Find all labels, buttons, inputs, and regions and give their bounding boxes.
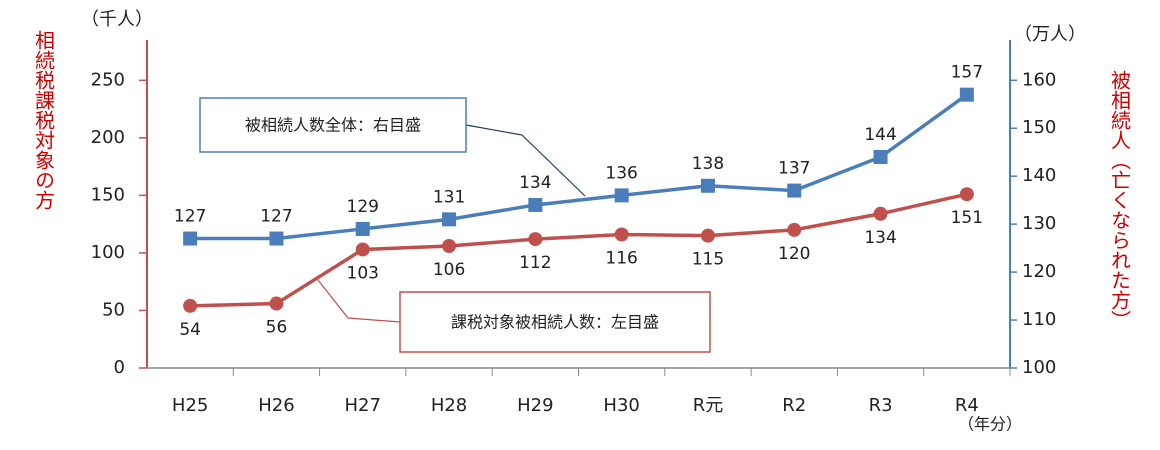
x-tick-label: H30 bbox=[603, 395, 639, 416]
x-tick-label: R3 bbox=[869, 395, 893, 416]
data-label: 103 bbox=[347, 263, 379, 283]
x-tick-label: R4 bbox=[955, 395, 979, 416]
marker bbox=[959, 187, 974, 202]
legend-label: 被相続人数全体：右目盛 bbox=[245, 116, 421, 135]
x-tick-label: H29 bbox=[517, 395, 553, 416]
data-label: 116 bbox=[605, 248, 637, 268]
y-tick-label: 250 bbox=[91, 69, 125, 90]
marker bbox=[183, 298, 198, 313]
marker bbox=[700, 228, 715, 243]
y2-tick-label: 110 bbox=[1022, 309, 1056, 330]
x-tick-label: H26 bbox=[258, 395, 294, 416]
y2-tick-label: 160 bbox=[1022, 69, 1056, 90]
marker bbox=[355, 242, 370, 257]
data-label: 134 bbox=[519, 173, 551, 193]
data-label: 131 bbox=[433, 187, 465, 207]
x-tick-label: H28 bbox=[431, 395, 467, 416]
marker bbox=[787, 222, 802, 237]
data-label: 157 bbox=[951, 63, 983, 83]
marker bbox=[700, 178, 715, 193]
data-label: 134 bbox=[864, 228, 896, 248]
y2-axis-label: 被相続人（亡くなられた方） bbox=[1108, 70, 1132, 330]
marker bbox=[873, 150, 888, 165]
y-tick-label: 200 bbox=[91, 127, 125, 148]
marker bbox=[873, 206, 888, 221]
y-tick-label: 100 bbox=[91, 242, 125, 263]
y2-tick-label: 130 bbox=[1022, 213, 1056, 234]
legend-label: 課税対象被相続人数：左目盛 bbox=[451, 313, 659, 332]
data-label: 129 bbox=[347, 197, 379, 217]
y2-tick-label: 120 bbox=[1022, 261, 1056, 282]
marker bbox=[528, 232, 543, 247]
legend-box bbox=[199, 97, 467, 153]
data-label: 127 bbox=[174, 207, 206, 227]
data-label: 127 bbox=[260, 207, 292, 227]
leader-line bbox=[465, 124, 586, 197]
data-label: 106 bbox=[433, 260, 465, 280]
data-label: 136 bbox=[605, 163, 637, 183]
x-tick-label: R元 bbox=[693, 395, 724, 416]
x-axis-label: （年分） bbox=[958, 415, 1022, 434]
y-unit: （千人） bbox=[81, 9, 153, 30]
data-label: 56 bbox=[266, 318, 288, 338]
data-label: 144 bbox=[864, 125, 896, 145]
y2-unit: （万人） bbox=[1014, 24, 1086, 45]
marker bbox=[269, 296, 284, 311]
data-label: 112 bbox=[519, 253, 551, 273]
data-label: 138 bbox=[692, 154, 724, 174]
y2-tick-label: 140 bbox=[1022, 165, 1056, 186]
leader-line bbox=[317, 279, 401, 323]
marker bbox=[787, 183, 802, 198]
x-tick-label: H25 bbox=[172, 395, 208, 416]
series-line bbox=[190, 93, 968, 241]
legend-box bbox=[399, 291, 711, 353]
y-tick-label: 150 bbox=[91, 184, 125, 205]
y2-tick-label: 100 bbox=[1022, 357, 1056, 378]
data-label: 120 bbox=[778, 244, 810, 264]
y-tick-label: 50 bbox=[102, 299, 125, 320]
data-label: 151 bbox=[951, 208, 983, 228]
marker bbox=[442, 239, 457, 254]
marker bbox=[528, 197, 543, 212]
marker bbox=[442, 212, 457, 227]
marker bbox=[959, 87, 974, 102]
x-tick-label: R2 bbox=[782, 395, 806, 416]
y2-tick-label: 150 bbox=[1022, 117, 1056, 138]
y-tick-label: 0 bbox=[114, 357, 125, 378]
data-label: 115 bbox=[692, 250, 724, 270]
marker bbox=[183, 231, 198, 246]
marker bbox=[614, 227, 629, 242]
x-tick-label: H27 bbox=[345, 395, 381, 416]
data-label: 54 bbox=[179, 320, 201, 340]
data-label: 137 bbox=[778, 159, 810, 179]
marker bbox=[269, 231, 284, 246]
marker bbox=[355, 221, 370, 236]
y-axis-label: 相続税課税対象の方 bbox=[32, 30, 56, 210]
series-line bbox=[190, 192, 968, 308]
marker bbox=[614, 188, 629, 203]
